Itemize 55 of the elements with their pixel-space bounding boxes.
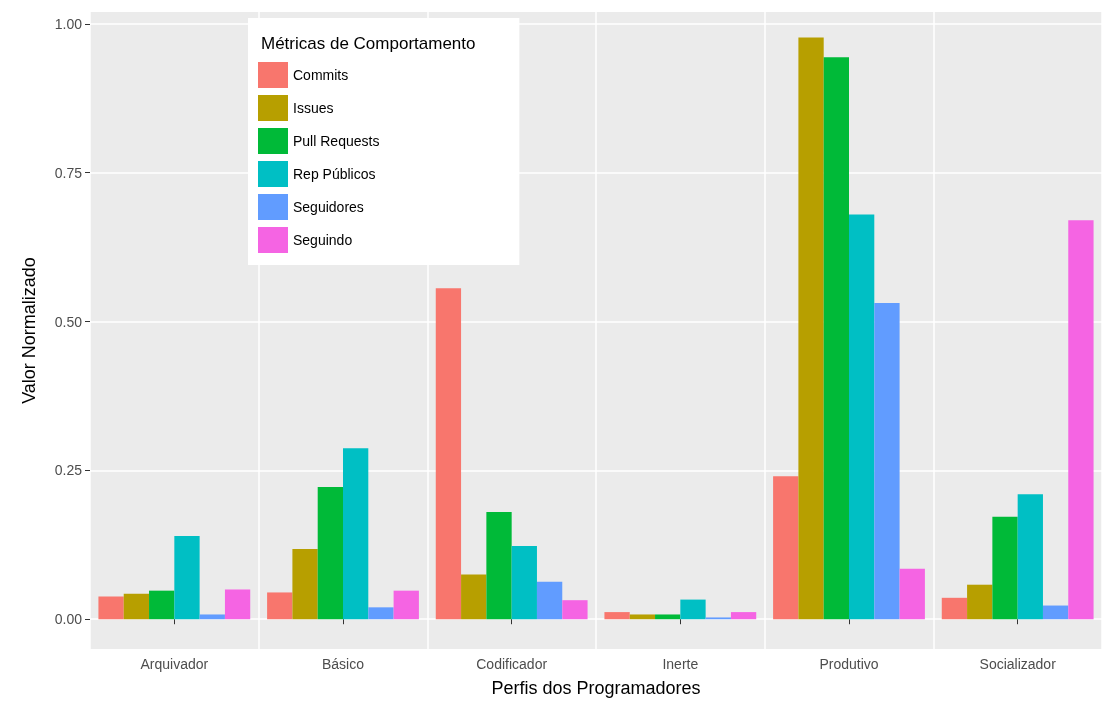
- bar: [629, 614, 656, 620]
- bar: [536, 581, 563, 620]
- bar: [655, 614, 681, 620]
- legend-title: Métricas de Comportamento: [261, 34, 476, 53]
- legend-label: Commits: [293, 67, 349, 83]
- y-tick-label: 0.50: [54, 313, 83, 330]
- bar: [224, 589, 251, 620]
- bar: [680, 599, 706, 620]
- bar: [823, 57, 849, 620]
- bar: [1017, 494, 1043, 620]
- bar: [267, 592, 293, 620]
- bar: [292, 548, 318, 620]
- bar: [174, 535, 200, 620]
- x-tick-label: Produtivo: [819, 656, 879, 672]
- y-tick-label: 0.75: [54, 164, 83, 181]
- y-tick-label: 0.00: [54, 611, 83, 628]
- bar: [393, 590, 419, 620]
- bar: [435, 288, 462, 620]
- x-tick-label: Básico: [321, 656, 365, 672]
- bar: [149, 590, 175, 620]
- y-axis-title: Valor Normalizado: [19, 257, 39, 404]
- x-tick-label: Codificador: [476, 656, 548, 672]
- bar: [1042, 605, 1069, 620]
- legend-label: Seguidores: [293, 199, 364, 215]
- bar: [849, 214, 875, 620]
- bar: [199, 614, 225, 620]
- bar: [562, 600, 588, 620]
- bar: [773, 476, 799, 620]
- x-axis-title: Perfis dos Programadores: [491, 678, 701, 698]
- bar: [967, 584, 993, 620]
- x-tick-label: Arquivador: [140, 656, 209, 672]
- y-tick-label: 1.00: [54, 15, 83, 32]
- y-tick-label: 0.25: [54, 462, 83, 479]
- x-tick-label: Inerte: [662, 656, 699, 672]
- bar: [874, 303, 900, 620]
- bar: [98, 596, 124, 620]
- bar: [123, 593, 150, 620]
- legend-label: Issues: [293, 100, 334, 116]
- bar: [899, 568, 925, 620]
- bar: [317, 487, 343, 620]
- legend-label: Pull Requests: [293, 133, 380, 149]
- bar: [368, 607, 394, 620]
- bar: [461, 574, 487, 620]
- legend-label: Seguindo: [293, 232, 353, 248]
- x-tick-label: Socializador: [979, 656, 1057, 672]
- bar: [1068, 220, 1094, 620]
- bar: [730, 612, 757, 620]
- legend-label: Rep Públicos: [293, 166, 376, 182]
- bar: [798, 37, 824, 620]
- bar: [343, 448, 369, 620]
- bar: [604, 612, 630, 620]
- bar: [992, 516, 1018, 620]
- bar: [486, 512, 512, 620]
- bar: [941, 597, 968, 620]
- bar: [511, 546, 537, 620]
